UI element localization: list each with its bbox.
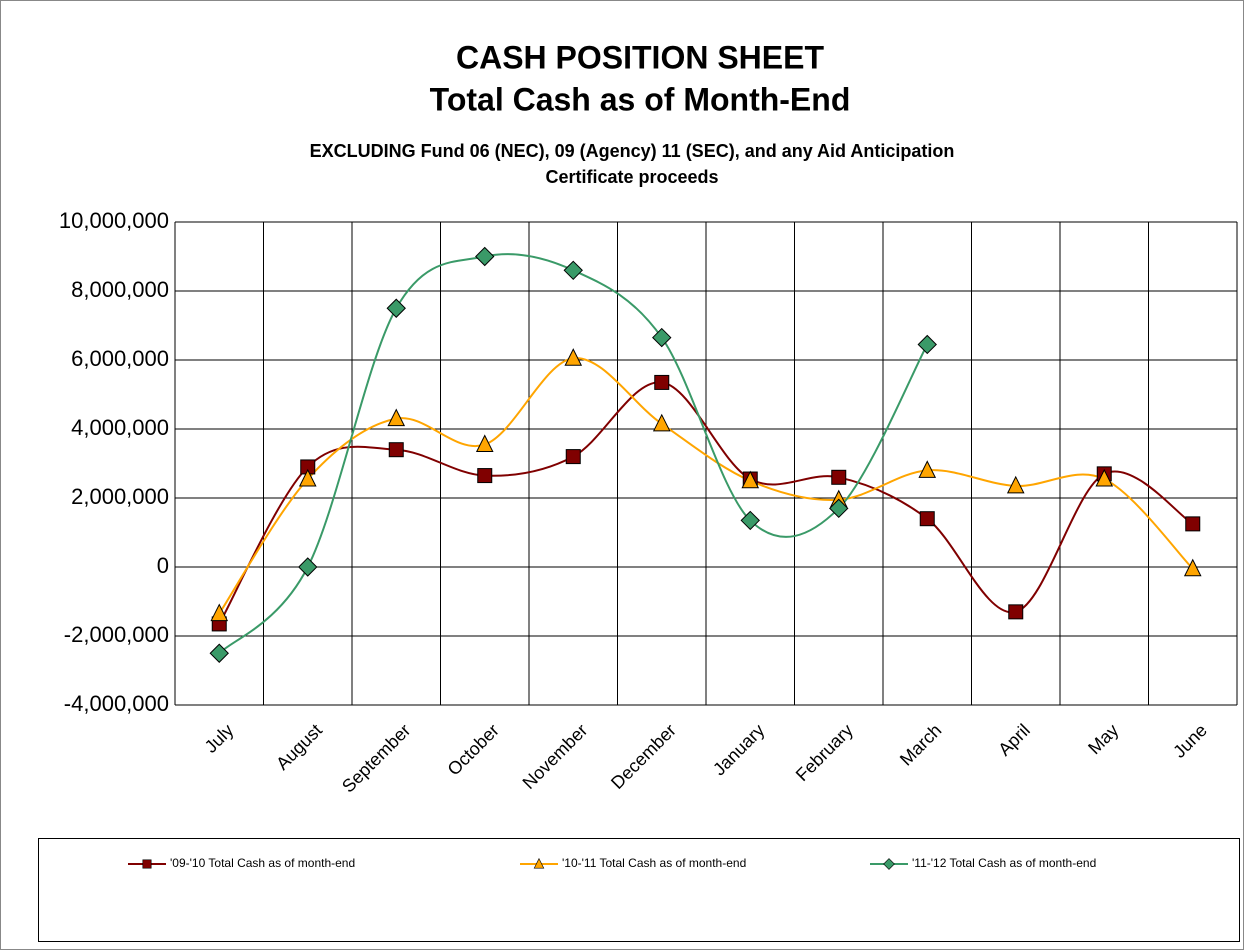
marker — [387, 408, 406, 427]
chart-subtitle: EXCLUDING Fund 06 (NEC), 09 (Agency) 11 … — [310, 141, 955, 161]
y-tick-label: -4,000,000 — [64, 691, 169, 716]
marker — [919, 511, 935, 527]
marker — [741, 470, 760, 489]
marker — [1185, 516, 1201, 532]
series-line — [218, 381, 1194, 625]
chart-title: Total Cash as of Month-End — [430, 81, 851, 117]
y-tick-label: 6,000,000 — [71, 346, 169, 371]
marker — [740, 510, 760, 531]
chart-subtitle: Certificate proceeds — [545, 167, 718, 187]
marker — [477, 468, 493, 484]
marker — [652, 327, 672, 348]
y-tick-label: 4,000,000 — [71, 415, 169, 440]
marker — [829, 498, 849, 519]
marker — [386, 298, 406, 318]
marker — [565, 449, 581, 465]
marker — [831, 469, 847, 485]
y-tick-label: 10,000,000 — [59, 208, 169, 233]
marker — [1183, 558, 1202, 577]
marker — [298, 557, 318, 577]
legend-item: '11-'12 Total Cash as of month-end — [870, 856, 1096, 870]
legend-box — [38, 838, 1240, 942]
marker — [883, 858, 895, 870]
series-line — [218, 357, 1194, 615]
y-tick-label: 2,000,000 — [71, 484, 169, 509]
legend-label: '10-'11 Total Cash as of month-end — [562, 856, 746, 870]
chart-title: CASH POSITION SHEET — [456, 39, 825, 75]
marker — [654, 374, 670, 390]
marker — [298, 468, 317, 487]
marker — [388, 442, 404, 458]
marker — [1008, 604, 1024, 620]
marker — [1095, 468, 1114, 487]
legend-label: '11-'12 Total Cash as of month-end — [912, 856, 1096, 870]
marker — [209, 643, 229, 663]
marker — [142, 859, 152, 869]
marker — [918, 460, 937, 478]
marker — [475, 434, 494, 453]
marker — [563, 260, 583, 281]
marker — [652, 413, 671, 432]
y-tick-label: 8,000,000 — [71, 277, 169, 302]
marker — [917, 334, 937, 355]
legend-item: '10-'11 Total Cash as of month-end — [520, 856, 746, 870]
y-tick-label: -2,000,000 — [64, 622, 169, 647]
legend-item: '09-'10 Total Cash as of month-end — [128, 856, 355, 870]
marker — [475, 246, 495, 267]
marker — [210, 603, 229, 622]
marker — [564, 348, 583, 366]
marker — [533, 857, 545, 869]
y-tick-label: 0 — [157, 553, 169, 578]
legend-label: '09-'10 Total Cash as of month-end — [170, 856, 355, 870]
marker — [1006, 475, 1025, 494]
